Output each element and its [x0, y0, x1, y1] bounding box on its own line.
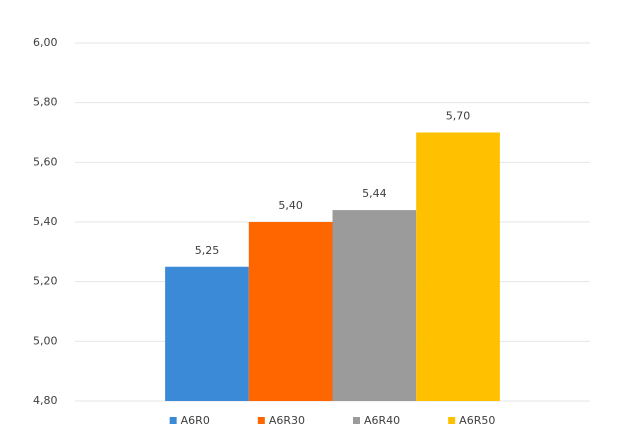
data-label: 5,70: [446, 110, 471, 123]
y-tick-label: 5,00: [33, 334, 58, 347]
bar: [416, 132, 500, 401]
legend-label: A6R50: [459, 414, 495, 427]
data-label: 5,44: [362, 187, 387, 200]
bar: [332, 210, 417, 401]
bar: [248, 222, 333, 401]
y-tick-label: 5,80: [33, 96, 58, 109]
data-label: 5,25: [195, 244, 220, 257]
legend-marker: [448, 417, 456, 424]
data-label: 5,40: [278, 199, 303, 212]
y-tick-label: 5,40: [33, 215, 58, 228]
bar: [165, 266, 249, 401]
legend-label: A6R40: [364, 414, 400, 427]
legend-marker: [169, 417, 177, 424]
y-tick-label: 5,20: [33, 275, 58, 288]
y-tick-label: 6,00: [33, 36, 58, 49]
legend-marker: [353, 417, 360, 424]
y-tick-label: 5,60: [33, 155, 58, 168]
legend-marker: [257, 417, 265, 424]
y-tick-label: 4,80: [33, 394, 58, 407]
legend-label: A6R30: [269, 414, 305, 427]
legend-label: A6R0: [181, 414, 210, 427]
